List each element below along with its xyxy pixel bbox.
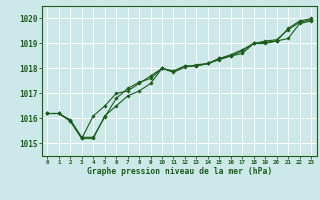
X-axis label: Graphe pression niveau de la mer (hPa): Graphe pression niveau de la mer (hPa) <box>87 167 272 176</box>
